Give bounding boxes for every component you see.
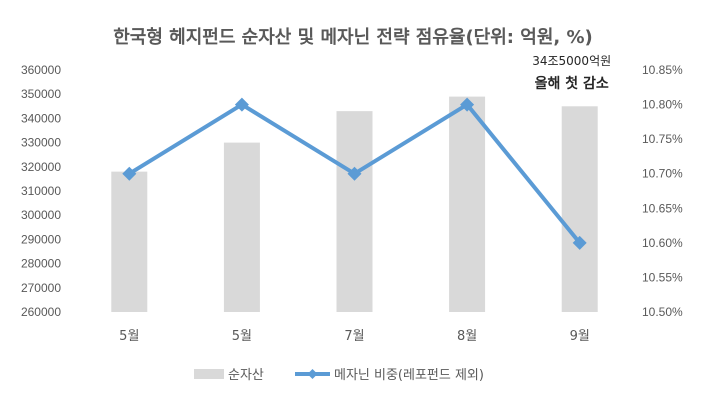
bar-0 (111, 171, 148, 312)
category-label-1: 5월 (232, 329, 252, 344)
left-tick-7: 330000 (21, 136, 61, 150)
left-axis-ticks: 260000 270000 280000 290000 300000 310000 3200… (21, 63, 61, 319)
line-marker-2 (347, 166, 362, 181)
category-label-0: 5월 (119, 329, 139, 344)
left-tick-2: 280000 (21, 257, 61, 271)
left-tick-1: 270000 (21, 281, 61, 295)
line-series (122, 97, 587, 250)
right-tick-1: 10.55% (642, 270, 683, 284)
line-marker-4 (572, 235, 587, 250)
right-tick-3: 10.65% (642, 201, 683, 215)
left-tick-6: 320000 (21, 160, 61, 174)
right-tick-0: 10.50% (642, 305, 683, 319)
right-tick-2: 10.60% (642, 236, 683, 250)
category-label-2: 7월 (344, 329, 364, 344)
annotation-0: 34조5000억원 (532, 54, 611, 68)
right-axis-ticks: 10.50% 10.55% 10.60% 10.65% 10.70% 10.75% 10.8… (642, 63, 683, 319)
right-tick-5: 10.75% (642, 132, 683, 146)
category-label-3: 8월 (457, 329, 477, 344)
left-tick-9: 350000 (21, 87, 61, 101)
bar-3 (449, 96, 486, 313)
left-tick-5: 310000 (21, 184, 61, 198)
right-tick-7: 10.85% (642, 63, 683, 77)
left-tick-3: 290000 (21, 232, 61, 246)
line-marker-0 (122, 166, 137, 181)
left-tick-0: 260000 (21, 305, 61, 319)
bar-series (111, 96, 598, 313)
chart-title: 한국형 헤지펀드 순자산 및 메자닌 전략 점유율(단위: 억원, %) (113, 27, 593, 48)
category-labels: 5월 5월 7월 8월 9월 (119, 329, 590, 344)
legend-label-line: 메자닌 비중(레포펀드 제외) (334, 368, 484, 383)
legend-swatch-marker (307, 369, 318, 379)
legend-swatch-bar (194, 369, 224, 379)
line-marker-3 (460, 97, 475, 112)
line-marker-1 (234, 97, 249, 112)
bar-2 (336, 111, 373, 312)
left-tick-8: 340000 (21, 111, 61, 125)
legend-label-bar: 순자산 (228, 368, 264, 383)
annotation-1: 올해 첫 감소 (535, 75, 609, 92)
right-tick-6: 10.80% (642, 98, 683, 112)
left-tick-10: 360000 (21, 63, 61, 77)
bar-4 (561, 106, 598, 312)
right-tick-4: 10.70% (642, 167, 683, 181)
legend: 순자산 메자닌 비중(레포펀드 제외) (194, 368, 484, 383)
bar-1 (223, 142, 260, 312)
left-tick-4: 300000 (21, 208, 61, 222)
category-label-4: 9월 (570, 329, 590, 344)
